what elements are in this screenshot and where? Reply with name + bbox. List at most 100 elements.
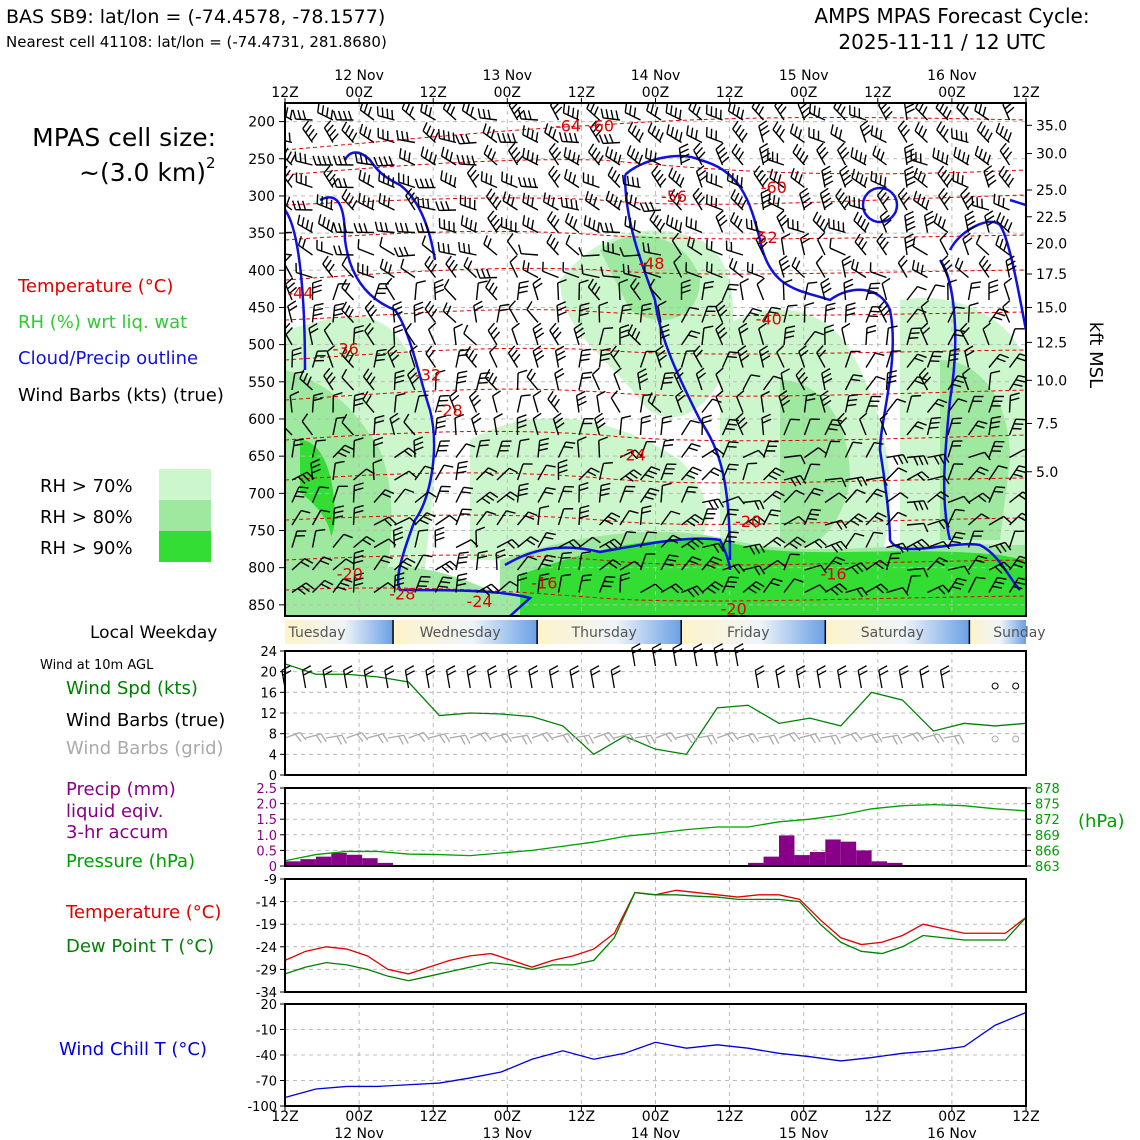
wind-barb (453, 328, 457, 346)
wind-barb-flag (324, 579, 334, 586)
wind-barb-flag (866, 329, 877, 334)
wind-barb (731, 151, 744, 166)
wind-barb-flag (776, 210, 785, 218)
wind-barb-flag (581, 348, 592, 352)
wind-barb-flag (277, 224, 280, 233)
wind-barb-flag (649, 150, 653, 160)
wind-barb (760, 395, 765, 413)
wind-barb-flag (976, 470, 986, 476)
wind-barb (291, 558, 306, 571)
wind-barb-flag (447, 131, 450, 141)
wind-barb (585, 199, 600, 211)
wind-barb-flag (777, 559, 786, 567)
top-date-label: 13 Nov (483, 68, 533, 84)
wind-barb-flag (521, 394, 531, 397)
wind-barb-flag (790, 167, 795, 178)
bottom-date-label: 14 Nov (631, 1126, 681, 1140)
wind-barb (912, 245, 928, 256)
wind-barb (464, 354, 478, 368)
wind-barb-flag (755, 221, 758, 231)
wind-barb-flag (531, 152, 534, 162)
wind-barb-flag (698, 151, 706, 160)
wind-barb (926, 557, 940, 571)
wind-barb (588, 151, 601, 166)
wind-barb-flag (434, 526, 445, 532)
wind-barb-flag (961, 175, 964, 185)
wind-barb-flag (651, 395, 657, 405)
wind-barb (414, 283, 418, 301)
wind-barb (323, 172, 334, 188)
wind-barb (701, 581, 716, 594)
wind-barb-flag (452, 132, 455, 143)
wind-barb-flag (377, 734, 384, 744)
wind-barb-flag (696, 367, 705, 375)
wind-barb-flag (998, 165, 1005, 175)
wind-barb (522, 268, 539, 279)
wind-barb-flag (761, 355, 771, 362)
wind-barb (783, 536, 798, 549)
wind-barb (443, 287, 457, 301)
wind-barb-flag (510, 196, 515, 207)
wind-barb-flag (933, 455, 940, 465)
top-tick-label: 12Z (419, 85, 446, 101)
wind-barb (619, 449, 636, 459)
wind-barb (975, 243, 990, 256)
wind-barb-flag (471, 412, 480, 420)
wind-barb-flag (507, 665, 517, 671)
wind-barb (701, 447, 717, 459)
wind-barb-flag (341, 734, 348, 744)
wind-barb (668, 175, 682, 189)
wind-barb (680, 307, 691, 323)
calm-circle-grid (991, 735, 999, 743)
wind-barb-flag (935, 560, 945, 566)
wind-barb-flag (473, 300, 483, 307)
wind-barb (332, 444, 346, 458)
wind-barb-flag (750, 219, 753, 230)
wind-barb (455, 463, 460, 481)
wind-barb (548, 670, 554, 689)
wind-barb-flag (688, 103, 693, 110)
wind-barb (537, 554, 548, 571)
wind-barb-flag (690, 127, 694, 138)
wind-barb (619, 469, 635, 481)
wind-barb-flag (773, 171, 778, 181)
wind-barb-flag (652, 643, 662, 649)
wind-barb (584, 224, 600, 234)
wind-barb (962, 238, 970, 256)
wind-barb-flag (804, 302, 815, 307)
wind-barb-flag (714, 581, 724, 588)
wind-barb-flag (366, 535, 375, 543)
wind-barb-flag (589, 120, 597, 129)
wind-barb-flag (851, 168, 856, 179)
wind-barb-flag (820, 187, 829, 195)
wind-barb-flag (409, 372, 418, 380)
wind-barb-flag (792, 143, 799, 153)
wind-barb-flag (328, 128, 337, 137)
wind-barb-flag (695, 106, 701, 116)
wind-barb (413, 305, 416, 323)
temperature-contour-label: -60 (761, 178, 787, 197)
wind-barb-flag (603, 327, 614, 330)
wind-barb (346, 731, 363, 739)
wind-barb-flag (758, 106, 765, 116)
wind-barb-flag (761, 129, 770, 137)
wind-barb-flag (342, 110, 348, 121)
wind-barb-flag (691, 443, 701, 448)
wind-barb (747, 270, 764, 279)
wind-barb-flag (675, 583, 684, 591)
wind-barb-flag (581, 578, 591, 582)
wind-barb-flag (445, 563, 454, 571)
wind-barb (647, 400, 662, 414)
bottom-tick-label: 12Z (419, 1109, 446, 1125)
wind-barb-flag (563, 168, 568, 179)
wind-barb (844, 489, 858, 503)
wind-barb (434, 395, 441, 413)
wind-barb (833, 107, 847, 121)
wind-barb-flag (771, 306, 781, 310)
wind-barb-flag (387, 345, 396, 353)
temperature-contour-label: -20 (721, 600, 747, 619)
wind-barb-flag (666, 124, 670, 134)
wind-barb-flag (553, 398, 560, 408)
wind-barb-flag (877, 512, 887, 518)
wind-barb-flag (522, 147, 525, 158)
